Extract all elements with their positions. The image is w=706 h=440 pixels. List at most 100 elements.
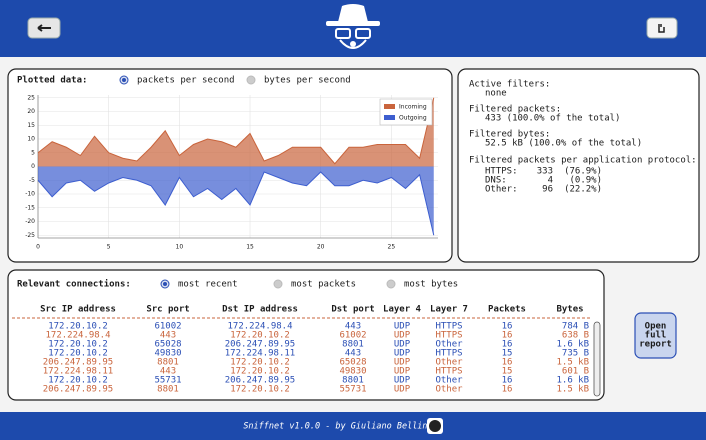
logo: [326, 4, 380, 49]
table-cell: 172.20.10.2: [230, 367, 290, 377]
legend-label: Incoming: [399, 104, 427, 111]
table-cell: UDP: [394, 331, 411, 341]
table-cell: 8801: [157, 358, 179, 368]
protocol-count: 4: [548, 176, 553, 186]
table-cell: UDP: [394, 349, 411, 359]
radio-button[interactable]: [246, 75, 256, 85]
table-cell: 16: [502, 340, 513, 350]
x-tick-label: 0: [36, 244, 40, 251]
column-header: Src port: [146, 305, 189, 315]
x-tick-label: 25: [388, 244, 396, 251]
table-cell: 638 B: [562, 331, 589, 341]
logo-brim: [326, 21, 380, 26]
protocol-percent: (76.9%): [564, 167, 602, 177]
logo-hat: [338, 4, 368, 22]
table-cell: 172.224.98.4: [227, 322, 292, 332]
github-link[interactable]: [427, 418, 443, 434]
report-button-label: report: [639, 340, 672, 350]
area-line: [37, 171, 435, 236]
table-cell: 172.224.98.11: [43, 367, 113, 377]
logo-glass-right: [355, 28, 371, 39]
table-cell: 16: [502, 331, 513, 341]
packets-value: 433 (100.0% of the total): [485, 114, 620, 124]
report-button-label: Open: [645, 322, 667, 332]
table-cell: Other: [435, 385, 463, 395]
radio-button[interactable]: [273, 279, 283, 289]
logo-face: [339, 39, 367, 49]
table-cell: 206.247.89.95: [43, 385, 113, 395]
y-tick-label: -20: [25, 218, 35, 225]
x-tick-label: 20: [317, 244, 325, 251]
protocols-label: Filtered packets per application protoco…: [469, 156, 697, 166]
footer-bar: [0, 412, 706, 440]
table-cell: Other: [435, 358, 463, 368]
table-cell: 172.224.98.11: [225, 349, 295, 359]
x-tick-label: 5: [107, 244, 111, 251]
protocol-count: 333: [537, 167, 553, 177]
table-cell: 1.5 kB: [556, 358, 589, 368]
radio-button[interactable]: [386, 279, 396, 289]
table-cell: HTTPS: [435, 331, 462, 341]
table-cell: 55731: [339, 385, 366, 395]
connections-panel: [7, 269, 605, 401]
legend-box: [379, 98, 433, 126]
table-cell: UDP: [394, 367, 411, 377]
back-arrow-icon: [37, 24, 51, 32]
table-cell: 61002: [154, 322, 181, 332]
area-fill: [38, 97, 434, 167]
protocol-name: HTTPS:: [485, 167, 518, 177]
back-button[interactable]: [27, 17, 61, 39]
y-tick-label: 20: [27, 108, 35, 115]
info-panel: [457, 68, 700, 263]
table-cell: 65028: [339, 358, 366, 368]
y-tick-label: 10: [27, 136, 35, 143]
y-tick-label: 15: [27, 122, 35, 129]
table-cell: 601 B: [562, 367, 589, 377]
table-cell: 172.20.10.2: [230, 358, 290, 368]
plot-title: Plotted data:: [17, 76, 87, 86]
table-cell: 16: [502, 385, 513, 395]
area-line: [37, 97, 435, 165]
table-cell: 206.247.89.95: [225, 340, 295, 350]
report-button-label: full: [645, 331, 667, 341]
filters-label: Active filters:: [469, 80, 550, 90]
table-cell: 443: [160, 367, 176, 377]
table-cell: 65028: [154, 340, 181, 350]
table-cell: 49830: [339, 367, 366, 377]
table-cell: 443: [160, 331, 176, 341]
column-header: Dst IP address: [222, 305, 298, 315]
table-cell: 172.20.10.2: [48, 322, 108, 332]
table-cell: 16: [502, 358, 513, 368]
table-cell: 172.20.10.2: [48, 376, 108, 386]
github-icon: [429, 420, 441, 432]
y-tick-label: 25: [27, 94, 35, 101]
radio-label: packets per second: [137, 76, 235, 86]
column-header: Layer 7: [430, 305, 468, 315]
report-button[interactable]: [634, 312, 677, 359]
y-tick-label: 0: [31, 163, 35, 170]
bytes-label: Filtered bytes:: [469, 130, 550, 140]
radio-dot: [122, 78, 126, 82]
radio-label: most recent: [178, 280, 238, 290]
table-cell: 443: [345, 322, 361, 332]
scrollbar[interactable]: [593, 321, 601, 397]
table-cell: 1.6 kB: [556, 376, 589, 386]
table-cell: 61002: [339, 331, 366, 341]
hand-icon: [658, 24, 665, 33]
table-cell: 15: [502, 349, 513, 359]
bytes-value: 52.5 kB (100.0% of the total): [485, 139, 642, 149]
table-cell: 8801: [157, 385, 179, 395]
packets-label: Filtered packets:: [469, 105, 561, 115]
table-cell: 172.20.10.2: [230, 331, 290, 341]
table-cell: 784 B: [562, 322, 589, 332]
table-cell: UDP: [394, 385, 411, 395]
style-button-bg[interactable]: [646, 17, 678, 39]
table-cell: 55731: [154, 376, 181, 386]
table-cell: 443: [345, 349, 361, 359]
footer-text: Sniffnet v1.0.0 - by Giuliano Bellini: [243, 422, 432, 432]
table-cell: 8801: [342, 340, 364, 350]
legend-label: Outgoing: [399, 115, 427, 122]
table-cell: 1.6 kB: [556, 340, 589, 350]
table-cell: 735 B: [562, 349, 589, 359]
style-button[interactable]: [646, 17, 678, 39]
